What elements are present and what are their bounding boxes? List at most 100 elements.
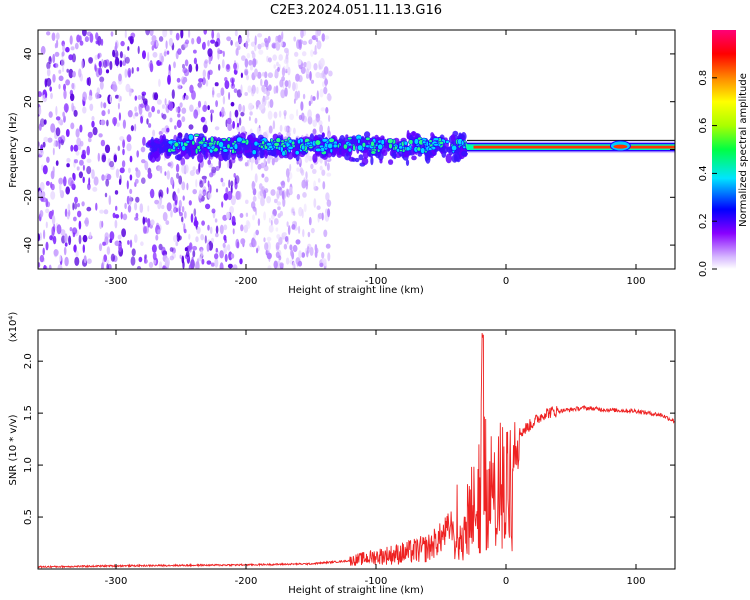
spectrogram-noise-blob: [130, 256, 136, 266]
spectrogram-noise-blob: [52, 73, 56, 83]
spectrogram-noise-blob: [73, 202, 78, 210]
spectrogram-highlight-blob: [221, 137, 227, 142]
spectrogram-noise-blob: [107, 108, 111, 115]
spectrogram-noise-blob: [129, 36, 134, 44]
spectrogram-noise-blob: [102, 175, 108, 180]
spectrogram-noise-blob: [183, 69, 190, 77]
spectrogram-noise-blob: [157, 165, 163, 172]
spectrogram-noise-blob: [191, 256, 194, 265]
spectrogram-noise-blob: [256, 247, 259, 254]
spectrogram-noise-blob: [260, 162, 265, 169]
spectrogram-noise-blob: [164, 98, 167, 106]
spectrogram-noise-blob: [302, 229, 305, 238]
spectrogram-noise-blob: [315, 71, 321, 79]
spectrogram-highlight-blob: [462, 145, 467, 149]
spectrogram-noise-blob: [214, 126, 220, 131]
spectrogram-noise-blob: [82, 176, 85, 183]
spectrogram-noise-blob: [310, 94, 313, 105]
spectrogram-noise-blob: [220, 87, 225, 96]
spectrogram-highlight-blob: [202, 143, 208, 148]
spectrogram-highlight-blob: [405, 146, 411, 152]
spectrogram-noise-blob: [70, 46, 75, 51]
spectrogram-noise-blob: [105, 59, 110, 67]
spectrogram-noise-blob: [46, 156, 50, 163]
spectrogram-noise-blob: [82, 91, 87, 102]
spectrogram-noise-blob: [51, 209, 54, 215]
spectrogram-noise-blob: [137, 95, 142, 100]
spectrogram-noise-blob: [287, 176, 290, 183]
snr-frame: [37, 329, 676, 570]
spectrogram-noise-blob: [51, 32, 56, 41]
spectrogram-noise-blob: [197, 100, 202, 108]
spectrogram-noise-blob: [235, 47, 239, 56]
spectrogram-band-blob: [403, 153, 410, 158]
spectrogram-noise-blob: [87, 183, 91, 191]
spectrogram-noise-blob: [166, 127, 170, 133]
spectrogram-noise-blob: [205, 203, 211, 210]
spectrogram-noise-blob: [226, 64, 230, 70]
spectrogram-noise-blob: [86, 31, 92, 37]
spectrogram-noise-blob: [209, 172, 214, 178]
spectrogram-noise-blob: [74, 256, 80, 266]
spectrogram-noise-blob: [45, 241, 49, 251]
spectrogram-noise-blob: [118, 242, 122, 253]
spectrogram-noise-blob: [141, 177, 146, 184]
spectrogram-noise-blob: [164, 257, 170, 268]
spectrogram-noise-blob: [66, 163, 70, 168]
spectrogram-highlight-blob: [357, 138, 361, 144]
spectrogram-noise-blob: [284, 125, 289, 133]
spectrogram-noise-blob: [300, 30, 304, 39]
spectrogram-noise-blob: [286, 62, 289, 72]
spectrogram-noise-blob: [116, 122, 120, 127]
spectrogram-noise-blob: [307, 109, 312, 120]
spectrogram-noise-blob: [114, 56, 120, 67]
spectrogram-highlight-blob: [380, 139, 385, 146]
spectrogram-noise-blob: [309, 246, 314, 256]
spectrogram-noise-blob: [266, 252, 272, 260]
spectrogram-noise-blob: [98, 243, 103, 252]
spectrogram-highlight-blob: [226, 143, 231, 150]
spectrogram-noise-blob: [100, 139, 106, 147]
spectrogram-noise-blob: [119, 136, 125, 142]
spectrogram-noise-blob: [207, 48, 213, 57]
spectrogram-noise-blob: [325, 243, 331, 249]
spectrogram-band-blob: [364, 131, 371, 139]
spectrogram-noise-blob: [245, 199, 249, 204]
spectrogram-highlight-blob: [233, 143, 239, 150]
spectrogram-noise-blob: [151, 35, 157, 43]
spectrogram-band-blob: [406, 129, 410, 140]
spectrogram-noise-blob: [76, 34, 81, 43]
spectrogram-noise-blob: [124, 68, 128, 79]
spectrogram-noise-blob: [103, 209, 109, 215]
spectrogram-noise-blob: [266, 196, 271, 204]
spectrogram-noise-blob: [150, 219, 155, 226]
spectrogram-band-blob: [332, 148, 337, 156]
spectrogram-noise-blob: [325, 107, 329, 114]
spectrogram-noise-blob: [210, 237, 215, 243]
spectrogram-highlight-blob: [370, 140, 375, 147]
spectrogram-noise-blob: [207, 70, 211, 80]
spectrogram-highlight-blob: [266, 142, 273, 147]
spectrogram-noise-blob: [169, 255, 174, 261]
spectrogram-noise-blob: [289, 163, 292, 172]
spectrogram-noise-blob: [184, 59, 189, 67]
spectrogram-noise-blob: [48, 111, 53, 118]
spectrogram-band-blob: [197, 153, 204, 163]
spectrogram-noise-blob: [219, 250, 224, 259]
spectrogram-noise-blob: [125, 83, 131, 93]
spectrogram-noise-blob: [106, 119, 109, 127]
spectrogram-noise-blob: [266, 236, 272, 242]
spectrogram-noise-blob: [279, 79, 284, 88]
spectrogram-noise-blob: [238, 103, 242, 112]
spectrogram-noise-blob: [75, 250, 79, 258]
spectrogram-noise-blob: [245, 219, 250, 227]
spectrogram-noise-blob: [308, 100, 312, 106]
spectrogram-noise-blob: [241, 55, 246, 61]
spectrogram-highlight-blob: [251, 149, 257, 155]
spectrogram-noise-blob: [256, 86, 259, 94]
spectrogram-noise-blob: [131, 248, 136, 257]
spectrogram-noise-blob: [100, 38, 104, 46]
spectrogram-noise-blob: [203, 60, 208, 69]
spectrogram-noise-blob: [45, 180, 50, 186]
spectrogram-noise-blob: [181, 164, 186, 174]
